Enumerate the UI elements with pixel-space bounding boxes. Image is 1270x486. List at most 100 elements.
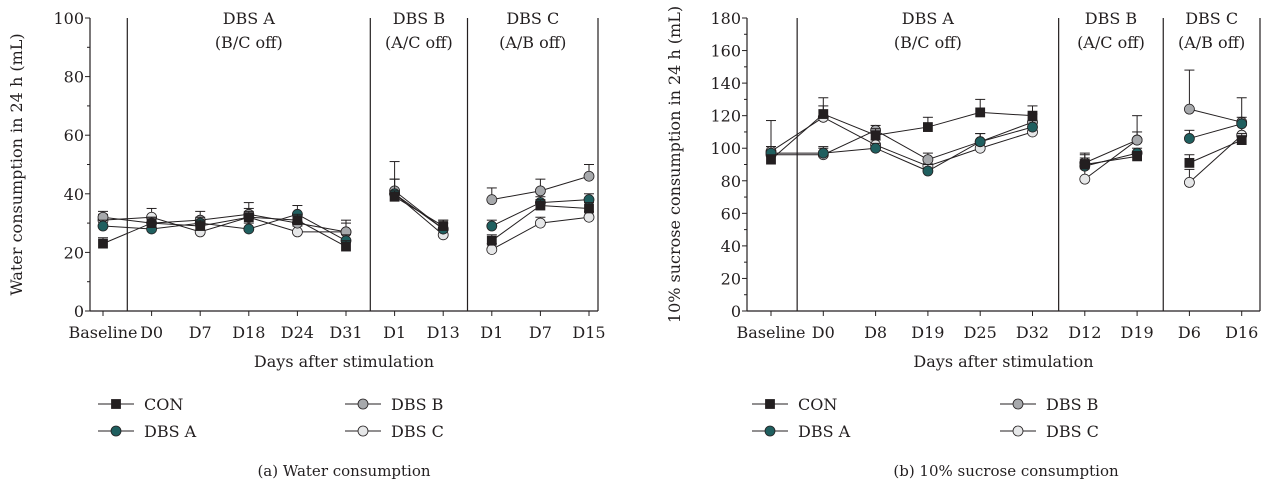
legend-marker: [1012, 398, 1024, 410]
x-axis-label: Days after stimulation: [254, 352, 434, 371]
phase-label: DBS A: [223, 9, 276, 28]
data-point: [243, 223, 255, 235]
data-point: [1236, 135, 1247, 145]
x-tick-label: D6: [1178, 323, 1201, 342]
legend-marker: [110, 425, 122, 437]
x-tick-label: D16: [1225, 323, 1258, 342]
series-line: [394, 193, 444, 236]
chart-a: 0 20 40 60 80 100 Baseline D0 D7 D18 D24 D31 D1 D13 D1…: [7, 9, 606, 480]
data-point: [535, 200, 546, 211]
y-tick-label: 20: [721, 269, 741, 288]
legend-item: DBS C: [1000, 422, 1099, 441]
series-line: [102, 216, 346, 233]
y-tick-label: 160: [710, 42, 741, 61]
data-point: [1184, 157, 1195, 168]
y-tick-label: 140: [710, 74, 741, 93]
data-point: [486, 220, 498, 232]
data-point: [292, 215, 303, 226]
x-tick-label: D31: [329, 323, 362, 342]
phase-sublabel: (A/B off): [1178, 33, 1245, 52]
series-line: [1189, 123, 1242, 139]
x-tick-label: D13: [427, 323, 460, 342]
x-axis-label: Days after stimulation: [913, 352, 1093, 371]
data-point: [584, 203, 594, 214]
x-tick-label: D7: [189, 323, 212, 342]
x-tick-label: Baseline: [737, 323, 806, 342]
data-point: [922, 154, 934, 166]
legend-label: DBS A: [144, 422, 197, 441]
data-point: [486, 244, 498, 255]
series-line: [102, 213, 347, 233]
data-point: [1184, 177, 1195, 188]
data-point: [870, 142, 881, 154]
y-tick-label: 60: [721, 204, 741, 223]
legend-item: DBS A: [98, 422, 197, 441]
data-point: [195, 221, 206, 231]
data-point: [243, 212, 254, 223]
phase-sublabel: (A/C off): [1077, 33, 1145, 52]
series-line: [1084, 152, 1138, 167]
data-point: [1236, 118, 1248, 130]
x-tick-label: D0: [140, 323, 163, 342]
phase-label: DBS C: [1185, 9, 1238, 28]
x-tick-label: D19: [911, 323, 944, 342]
legend-item: DBS C: [345, 422, 444, 441]
data-point: [486, 194, 498, 206]
chart-caption: (b) 10% sucrose consumption: [893, 462, 1119, 480]
y-tick-label: 20: [64, 243, 84, 262]
data-point: [98, 238, 108, 249]
series-line: [102, 213, 347, 242]
x-tick-label: D32: [1016, 323, 1049, 342]
y-tick-label: 0: [731, 302, 741, 321]
data-point: [535, 217, 546, 229]
y-tick-label: 40: [64, 185, 84, 204]
legend-label: CON: [144, 395, 183, 414]
series-line: [771, 121, 1033, 161]
y-tick-label: 60: [64, 126, 84, 145]
data-point: [583, 211, 595, 223]
series-line: [102, 216, 347, 247]
x-tick-label: D15: [572, 323, 605, 342]
data-point: [766, 154, 776, 165]
legend-marker: [764, 425, 776, 437]
x-tick-label: D24: [281, 323, 314, 342]
series-line: [394, 196, 444, 227]
data-point: [974, 136, 986, 148]
data-point: [146, 218, 157, 229]
series-line: [1189, 139, 1242, 164]
x-tick-label: D25: [964, 323, 997, 342]
legend-item: CON: [752, 395, 837, 414]
series-dbs-b: [97, 161, 595, 238]
data-point: [1131, 134, 1143, 146]
legend-marker: [765, 399, 775, 409]
y-tick-label: 40: [721, 237, 741, 256]
y-tick-label: 100: [53, 9, 84, 28]
x-tick-label: D18: [232, 323, 265, 342]
series-dbs-c: [765, 97, 1248, 188]
x-tick-label: D1: [480, 323, 503, 342]
y-tick-label: 80: [64, 68, 84, 87]
series-dbs-a: [97, 178, 595, 247]
data-point: [389, 191, 400, 202]
data-point: [817, 147, 829, 159]
legend-label: DBS C: [391, 422, 444, 441]
series-con: [98, 190, 594, 252]
legend-label: DBS B: [391, 395, 443, 414]
legend-item: DBS B: [345, 395, 443, 414]
legend-item: CON: [98, 395, 183, 414]
legend-label: DBS A: [798, 422, 851, 441]
data-point: [1184, 133, 1195, 144]
data-point: [438, 221, 449, 231]
y-tick-label: 120: [710, 107, 741, 126]
phase-sublabel: (A/C off): [385, 33, 453, 52]
data-point: [975, 107, 986, 118]
x-tick-label: D8: [864, 323, 887, 342]
series-line: [771, 126, 1033, 172]
legend-marker: [111, 399, 121, 409]
x-tick-label: D12: [1068, 323, 1101, 342]
phase-sublabel: (A/B off): [499, 33, 566, 52]
legend-label: DBS C: [1046, 422, 1099, 441]
data-point: [1027, 110, 1038, 121]
legend-label: DBS B: [1046, 395, 1098, 414]
y-tick-label: 0: [74, 302, 84, 321]
